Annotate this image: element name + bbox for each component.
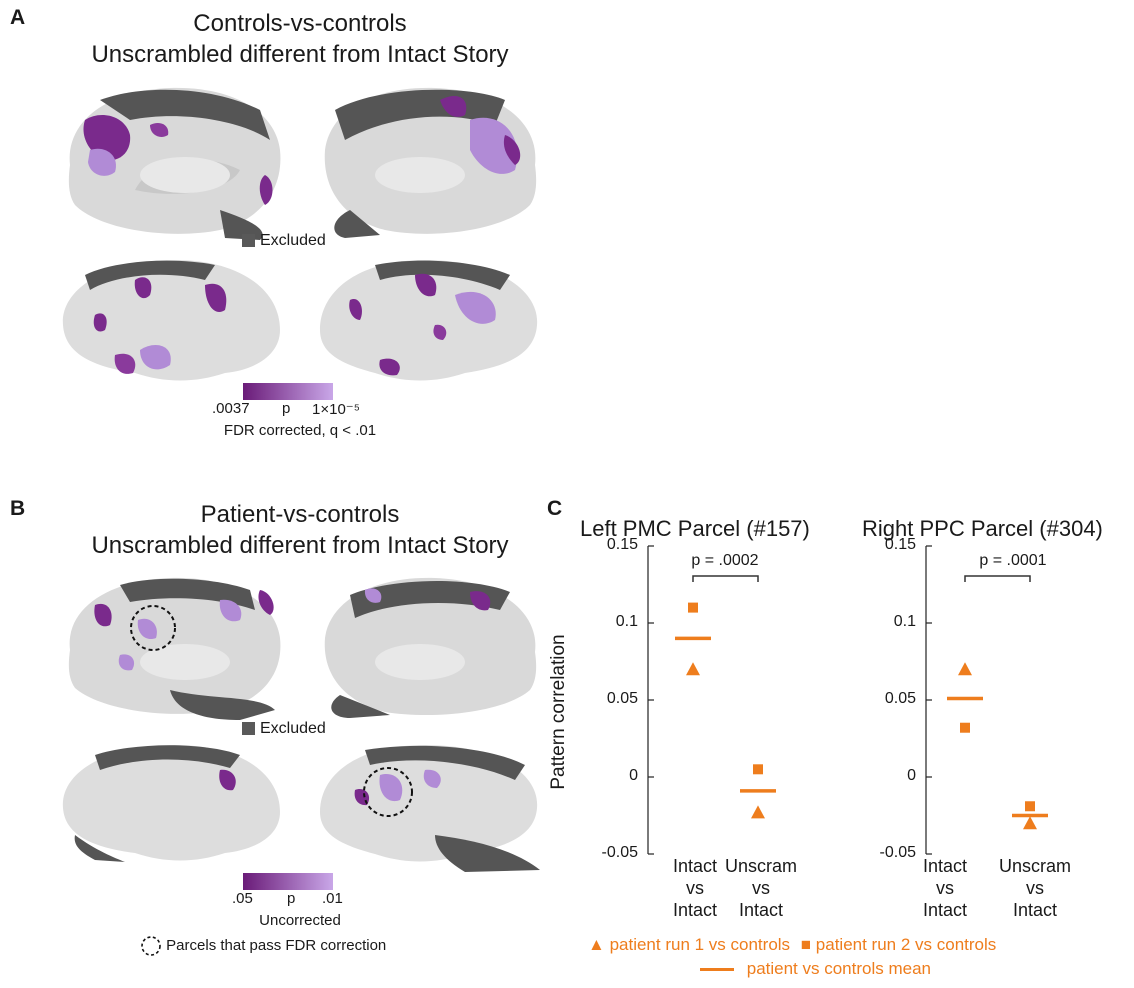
colorbar-b-mid-label: p	[287, 890, 296, 907]
chart2-annotation: p = .0001	[979, 552, 1047, 569]
panel-c-legend-row2: patient vs controls mean	[700, 959, 931, 979]
brain-a-right-lateral	[320, 260, 538, 381]
chart1-annotation: p = .0002	[691, 552, 759, 569]
chart1-y-ticks: 0.15 0.1 0.05 0 -0.05	[580, 536, 640, 880]
panel-c-ylabel: Pattern correlation	[548, 634, 569, 790]
chart1-significance-bracket	[692, 575, 759, 582]
dashed-circle-icon	[141, 936, 161, 956]
chart1-y-tick-label: 0.1	[615, 613, 638, 630]
chart1-xcat-1-line2: Intact	[738, 900, 784, 920]
chart1-xcat-1-line1: vs	[752, 878, 770, 898]
excluded-swatch-a	[242, 234, 255, 248]
chart2-xcat-0-line0: Intact	[922, 856, 968, 876]
brain-a-right-medial	[324, 87, 537, 238]
colorbar-a-mid-label: p	[282, 400, 291, 417]
chart1-title: Left PMC Parcel (#157)	[580, 516, 810, 541]
chart2-run2-square-point	[960, 722, 970, 733]
chart2-xcat-0-line1: vs	[936, 878, 954, 898]
panel-letter-a: A	[10, 6, 26, 29]
colorbar-b-left-label: .05	[232, 890, 253, 907]
chart1-run1-triangle-point	[686, 662, 700, 676]
chart1-xcat-0-line1: vs	[686, 878, 704, 898]
chart1-run1-triangle-point	[751, 805, 765, 819]
chart2-y-tick-label: -0.05	[879, 844, 916, 861]
chart1-y-tick-label: 0.15	[606, 536, 638, 553]
chart1-xcat-1-line0: Unscram	[724, 856, 797, 876]
brain-b-left-lateral	[62, 745, 280, 862]
chart2-y-tick-label: 0	[907, 767, 916, 784]
chart1-xcat-0-line2: Intact	[672, 900, 718, 920]
panel-a-title: Controls-vs-controls Unscrambled differe…	[40, 8, 560, 70]
chart2-xcat-1-line1: vs	[1026, 878, 1044, 898]
chart2-xcat-0-line2: Intact	[922, 900, 968, 920]
chart2-run2-square-point	[1025, 801, 1035, 812]
chart2-run1-triangle-point	[958, 662, 972, 676]
panel-b-title: Patient-vs-controls Unscrambled differen…	[40, 499, 560, 561]
excluded-label-a: Excluded	[260, 232, 326, 249]
colorbar-a-left-label: .0037	[212, 400, 250, 417]
excluded-swatch-b	[242, 722, 255, 736]
panel-a-excluded-legend: Excluded	[242, 232, 326, 250]
chart1-xcat-0-line0: Intact	[672, 856, 718, 876]
legend-run2: patient run 2 vs controls	[815, 935, 997, 954]
colorbar-a-right-label: 1×10⁻⁵	[312, 401, 360, 418]
panel-b-circle-legend: Parcels that pass FDR correction	[140, 935, 386, 957]
mean-line-icon	[700, 968, 734, 972]
chart1-run2-square-point	[753, 764, 763, 775]
panel-a-title-line2: Unscrambled different from Intact Story	[91, 41, 509, 68]
panel-a-colorbar	[243, 383, 333, 400]
panel-b-colorbar-labels: .05 p .01	[232, 890, 362, 910]
chart2-xcat-1: Unscram vs Intact	[987, 855, 1083, 921]
brain-b-right-medial	[324, 577, 537, 718]
panel-b-title-line1: Patient-vs-controls	[200, 501, 400, 528]
chart1-y-tick-label: 0	[629, 767, 638, 784]
legend-mean: patient vs controls mean	[746, 959, 931, 978]
panel-a-colorbar-labels: .0037 p 1×10⁻⁵	[212, 400, 362, 420]
panel-c-legend-row1: ▲ patient run 1 vs controls ■ patient ru…	[588, 935, 996, 955]
panel-b-title-line2: Unscrambled different from Intact Story	[91, 532, 509, 559]
panel-b-colorbar-caption: Uncorrected	[259, 912, 341, 929]
chart1-y-tick-label: -0.05	[601, 844, 638, 861]
panel-b-colorbar	[243, 873, 333, 890]
panel-letter-c: C	[547, 497, 563, 520]
panel-letter-b: B	[10, 497, 26, 520]
colorbar-b-right-label: .01	[322, 890, 343, 907]
chart1-run2-square-point	[688, 602, 698, 613]
panel-a-title-line1: Controls-vs-controls	[193, 10, 407, 37]
chart2-xcat-0: Intact vs Intact	[897, 855, 993, 921]
circle-legend-label: Parcels that pass FDR correction	[166, 936, 387, 954]
brain-a-left-medial	[68, 87, 281, 240]
chart2-plot	[925, 545, 1048, 855]
chart1-xcat-0: Intact vs Intact	[647, 855, 743, 921]
chart2-run1-triangle-point	[1023, 816, 1037, 830]
chart2-y-tick-label: 0.05	[884, 690, 916, 707]
chart1-xcat-1: Unscram vs Intact	[713, 855, 809, 921]
chart2-y-tick-label: 0.15	[884, 536, 916, 553]
chart2-y-tick-label: 0.1	[893, 613, 916, 630]
chart2-y-ticks: 0.15 0.1 0.05 0 -0.05	[858, 536, 918, 880]
chart1-y-tick-label: 0.05	[606, 690, 638, 707]
chart2-xcat-1-line0: Unscram	[998, 856, 1071, 876]
chart2-title: Right PPC Parcel (#304)	[862, 516, 1103, 541]
chart2-significance-bracket	[964, 575, 1031, 582]
excluded-label-b: Excluded	[260, 720, 326, 737]
brain-b-right-lateral	[320, 745, 540, 872]
chart1-plot	[647, 545, 776, 855]
brain-b-left-medial	[68, 577, 281, 720]
brain-a-left-lateral	[62, 260, 280, 381]
panel-a-colorbar-caption: FDR corrected, q < .01	[223, 422, 377, 439]
chart2-xcat-1-line2: Intact	[1012, 900, 1058, 920]
panel-b-excluded-legend: Excluded	[242, 720, 326, 738]
legend-run1: patient run 1 vs controls	[609, 935, 791, 954]
square-icon: ■	[800, 935, 812, 954]
triangle-icon: ▲	[588, 935, 605, 954]
